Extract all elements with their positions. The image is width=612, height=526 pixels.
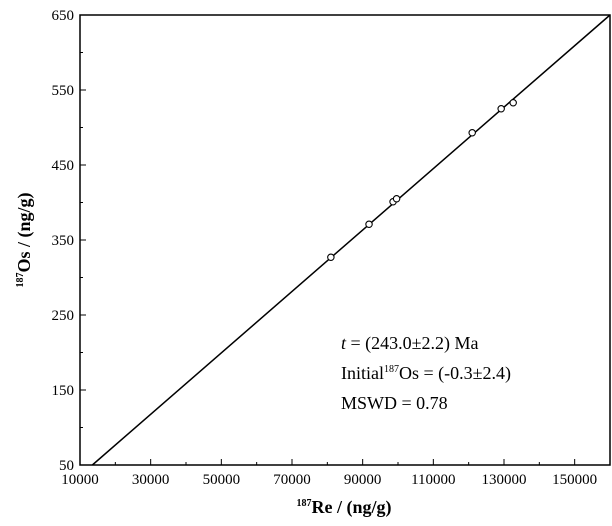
x-tick-label: 130000 <box>482 472 527 488</box>
data-point <box>497 105 505 113</box>
x-axis-ticks <box>79 459 611 465</box>
y-tick-label: 650 <box>52 8 75 24</box>
y-tick-label: 150 <box>52 383 75 399</box>
initial-os-annotation: Initial187Os = (-0.3±2.4) <box>341 363 511 384</box>
y-tick-label: 50 <box>59 458 74 474</box>
y-tick-label: 350 <box>52 233 75 249</box>
x-tick-label: 30000 <box>132 472 170 488</box>
x-tick-label: 70000 <box>273 472 311 488</box>
data-point <box>468 129 476 137</box>
x-tick-label: 90000 <box>344 472 382 488</box>
regression-line-group <box>91 14 611 466</box>
x-tick-label: 10000 <box>61 472 99 488</box>
x-axis-title: 187Re / (ng/g) <box>297 497 392 518</box>
data-point <box>509 99 517 107</box>
y-axis-tick-labels: 50 150 250 350 450 550 650 <box>52 8 75 474</box>
x-tick-label: 110000 <box>411 472 455 488</box>
data-point <box>392 195 401 203</box>
data-point <box>365 220 373 229</box>
x-axis-tick-labels: 10000 30000 50000 70000 90000 110000 130000 150… <box>61 472 597 488</box>
y-axis-ticks <box>80 14 86 466</box>
regression-line <box>91 14 611 466</box>
y-tick-label: 450 <box>52 158 75 174</box>
y-tick-label: 550 <box>52 83 75 99</box>
x-tick-label: 150000 <box>552 472 597 488</box>
data-point <box>327 253 335 262</box>
data-points <box>327 99 517 262</box>
mswd-annotation: MSWD = 0.78 <box>341 393 448 413</box>
y-tick-label: 250 <box>52 308 75 324</box>
age-annotation: t = (243.0±2.2) Ma <box>341 333 479 354</box>
y-axis-title: 187Os / (ng/g) <box>14 192 35 287</box>
x-tick-label: 50000 <box>203 472 241 488</box>
